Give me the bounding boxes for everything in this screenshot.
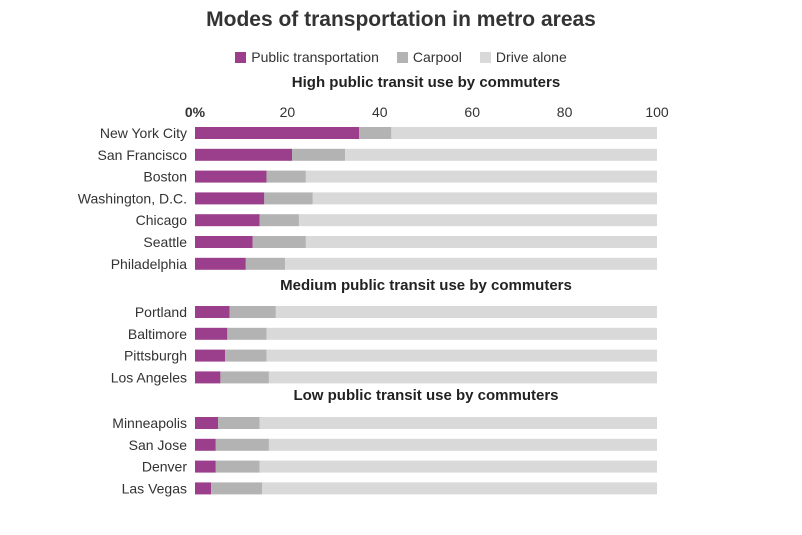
bar-drive-alone [275, 306, 657, 318]
bar-carpool [252, 236, 306, 248]
city-label: Pittsburgh [124, 348, 187, 364]
bar-public [195, 148, 293, 161]
city-label: Las Vegas [122, 480, 187, 496]
bar-public [195, 482, 212, 495]
legend-label-drive-alone: Drive alone [495, 49, 567, 65]
legend-swatch-carpool [396, 51, 408, 63]
bar-public [195, 214, 260, 227]
bar-drive-alone [345, 148, 657, 161]
city-label: Washington, D.C. [78, 190, 187, 206]
chart-title: Modes of transportation in metro areas [206, 8, 596, 31]
bar-carpool [292, 148, 346, 161]
x-tick-label: 0% [185, 104, 206, 120]
city-label: Los Angeles [111, 369, 187, 385]
bar-carpool [211, 482, 262, 495]
bar-carpool [215, 460, 260, 473]
bar-drive-alone [266, 327, 657, 340]
chart-legend: Public transportation Carpool Drive alon… [0, 49, 802, 65]
bar-drive-alone [285, 257, 657, 270]
city-label: San Francisco [98, 147, 188, 163]
bar-drive-alone [259, 417, 657, 429]
city-label: Minneapolis [112, 415, 187, 431]
bar-carpool [225, 349, 267, 362]
city-label: San Jose [129, 437, 188, 453]
x-tick-label: 80 [557, 104, 573, 120]
legend-swatch-public [235, 51, 247, 63]
bar-carpool [359, 127, 392, 139]
city-label: Seattle [143, 234, 187, 250]
city-label: New York City [100, 125, 187, 141]
legend-item-drive-alone: Drive alone [479, 49, 567, 65]
bar-drive-alone [268, 371, 657, 384]
bar-public [195, 438, 216, 451]
bar-drive-alone [312, 192, 657, 205]
city-label: Chicago [136, 212, 188, 228]
bar-carpool [220, 371, 269, 384]
bar-drive-alone [298, 214, 657, 227]
bar-drive-alone [261, 482, 657, 495]
bar-carpool [264, 192, 313, 205]
bar-carpool [259, 214, 299, 227]
bar-drive-alone [266, 349, 657, 362]
legend-item-carpool: Carpool [396, 49, 462, 65]
bar-public [195, 327, 228, 340]
bar-public [195, 460, 216, 473]
group-title: High public transit use by commuters [292, 74, 560, 91]
bar-drive-alone [305, 236, 657, 248]
bar-carpool [229, 306, 276, 318]
bar-drive-alone [391, 127, 657, 139]
bar-public [195, 371, 221, 384]
city-label: Portland [135, 304, 187, 320]
x-tick-label: 20 [280, 104, 296, 120]
bar-public [195, 170, 267, 183]
bar-carpool [215, 438, 269, 451]
x-tick-label: 100 [645, 104, 669, 120]
x-tick-label: 60 [464, 104, 480, 120]
x-tick-label: 40 [372, 104, 388, 120]
bar-public [195, 257, 246, 270]
bar-drive-alone [268, 438, 657, 451]
bar-public [195, 349, 226, 362]
city-label: Boston [143, 169, 187, 185]
legend-item-public: Public transportation [235, 49, 379, 65]
city-label: Baltimore [128, 326, 187, 342]
bar-public [195, 306, 230, 318]
legend-label-carpool: Carpool [412, 49, 462, 65]
legend-label-public: Public transportation [251, 49, 379, 65]
bar-public [195, 192, 265, 205]
bar-carpool [245, 257, 286, 270]
bar-public [195, 236, 253, 248]
bar-public [195, 417, 219, 429]
bar-public [195, 127, 360, 139]
legend-swatch-drive-alone [479, 51, 491, 63]
bar-carpool [266, 170, 306, 183]
bar-carpool [227, 327, 267, 340]
group-title: Low public transit use by commuters [293, 387, 558, 404]
group-title: Medium public transit use by commuters [280, 277, 572, 294]
city-label: Denver [142, 459, 187, 475]
city-label: Philadelphia [111, 256, 187, 272]
bar-drive-alone [259, 460, 657, 473]
bar-carpool [218, 417, 260, 429]
bar-drive-alone [305, 170, 657, 183]
